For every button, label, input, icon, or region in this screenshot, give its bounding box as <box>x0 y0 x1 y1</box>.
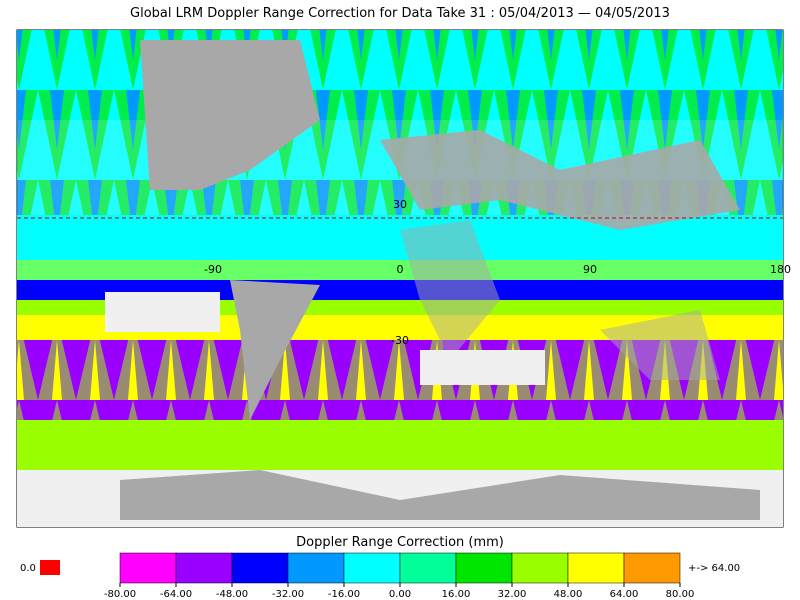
colorbar-cell <box>399 552 457 584</box>
colorbar-tick-label: -48.00 <box>216 589 248 600</box>
grid-label: 180 <box>770 263 791 276</box>
colorbar-tick-label: 48.00 <box>554 589 583 600</box>
colorbar: -80.00 -64.00 -48.00 -32.00 -16.00 0.00 16.00 3… <box>104 552 695 600</box>
colorbar-title: Doppler Range Correction (mm) <box>296 535 504 550</box>
colorbar-cell <box>343 552 401 584</box>
colorbar-cell <box>623 552 681 584</box>
grid-label: -90 <box>204 263 222 276</box>
colorbar-cell <box>175 552 233 584</box>
grid-label: 30 <box>393 198 407 211</box>
colorbar-tick-label: 16.00 <box>442 589 471 600</box>
grid-label: 90 <box>583 263 597 276</box>
grid-label: -30 <box>391 334 409 347</box>
colorbar-tick-label: 0.00 <box>389 589 411 600</box>
colorbar-tick-label: 80.00 <box>666 589 695 600</box>
colorbar-cell <box>511 552 569 584</box>
overflow-label: +-> 64.00 <box>688 563 740 574</box>
grid-label: 0 <box>397 263 404 276</box>
colorbar-cell <box>231 552 289 584</box>
colorbar-tick-label: 32.00 <box>498 589 527 600</box>
colorbar-cell <box>287 552 345 584</box>
colorbar-cell <box>567 552 625 584</box>
colorbar-tick-label: -64.00 <box>160 589 192 600</box>
colorbar-tick-label: -32.00 <box>272 589 304 600</box>
colorbar-cell <box>455 552 513 584</box>
missing-swatch <box>40 560 60 575</box>
missing-label: 0.0 <box>20 563 36 574</box>
colorbar-tick-label: -16.00 <box>328 589 360 600</box>
map: 30 -90 0 90 180 -30 <box>16 29 791 528</box>
title: Global LRM Doppler Range Correction for … <box>130 6 670 21</box>
colorbar-tick-label: -80.00 <box>104 589 136 600</box>
colorbar-cell <box>119 552 177 584</box>
colorbar-tick-label: 64.00 <box>610 589 639 600</box>
